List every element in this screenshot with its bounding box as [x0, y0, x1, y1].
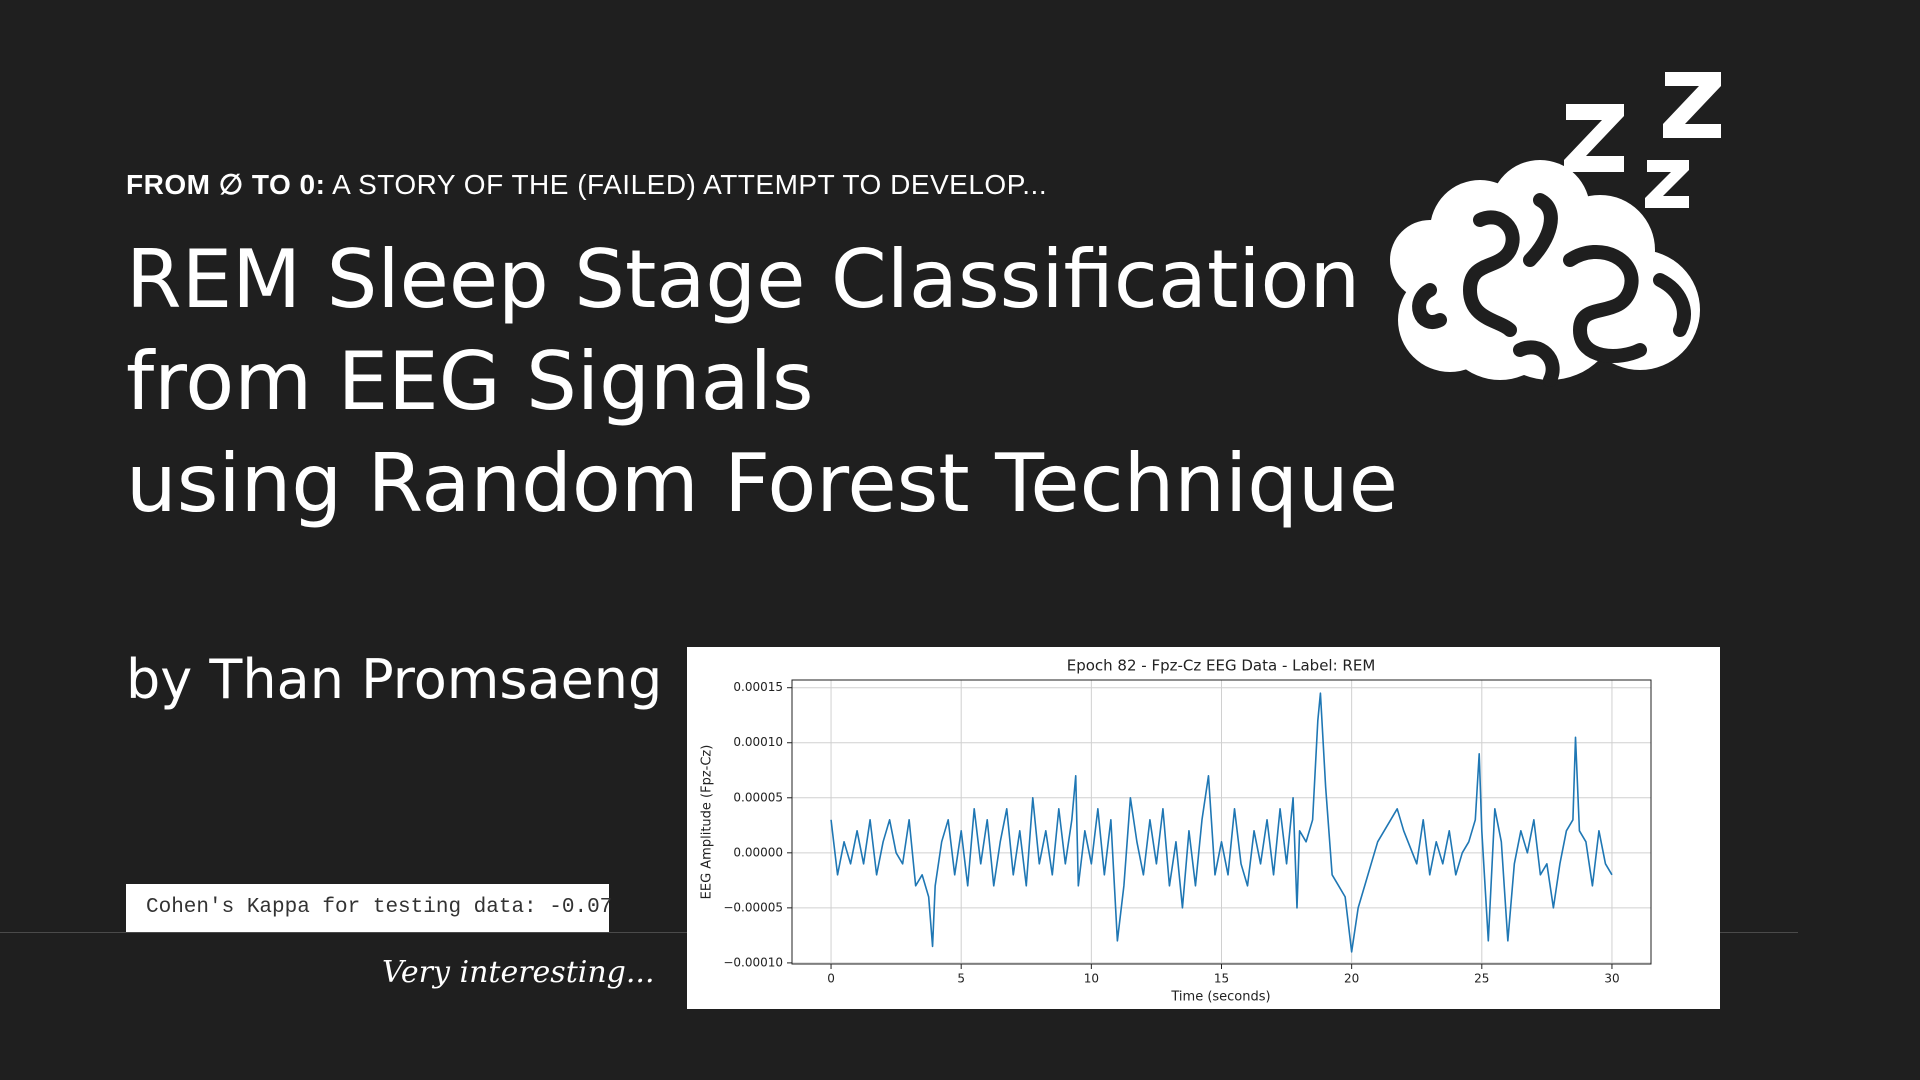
x-tick-label: 25 — [1474, 972, 1489, 986]
y-tick-label: −0.00010 — [723, 955, 783, 969]
chart-title: Epoch 82 - Fpz-Cz EEG Data - Label: REM — [1067, 657, 1376, 675]
y-tick-label: 0.00005 — [733, 790, 783, 804]
brain-folds — [1412, 193, 1691, 387]
x-tick-label: 20 — [1344, 972, 1359, 986]
result-box: Cohen's Kappa for testing data: -0.07 — [126, 884, 612, 932]
comment: Very interesting... — [382, 955, 655, 990]
author: by Than Promsaeng — [126, 648, 663, 711]
y-tick-label: 0.00000 — [733, 845, 783, 859]
signal-line — [830, 692, 1613, 953]
x-tick-label: 5 — [957, 972, 965, 986]
title-line: from EEG Signals — [126, 335, 814, 428]
title-line: REM Sleep Stage Classification — [126, 233, 1361, 326]
sleep-icon — [1390, 72, 1721, 387]
x-axis-label: Time (seconds) — [1170, 990, 1270, 1005]
x-tick-label: 10 — [1084, 972, 1099, 986]
y-tick-label: 0.00010 — [733, 735, 783, 749]
zzz — [1564, 72, 1721, 208]
y-tick-label: 0.00015 — [733, 680, 783, 694]
x-tick-label: 30 — [1604, 972, 1619, 986]
x-tick-label: 0 — [827, 972, 835, 986]
kicker: FROM ∅ TO 0: A STORY OF THE (FAILED) ATT… — [126, 168, 1047, 201]
x-tick-label: 15 — [1214, 972, 1229, 986]
kicker-rest: A STORY OF THE (FAILED) ATTEMPT TO DEVEL… — [332, 169, 1048, 200]
chart: Epoch 82 - Fpz-Cz EEG Data - Label: REM … — [687, 647, 1720, 1009]
plot-frame — [791, 679, 1652, 965]
y-tick-label: −0.00005 — [723, 900, 783, 914]
title-line: using Random Forest Technique — [126, 437, 1398, 530]
kicker-lead: FROM ∅ TO 0: — [126, 169, 326, 200]
y-axis-label: EEG Amplitude (Fpz-Cz) — [700, 745, 715, 900]
